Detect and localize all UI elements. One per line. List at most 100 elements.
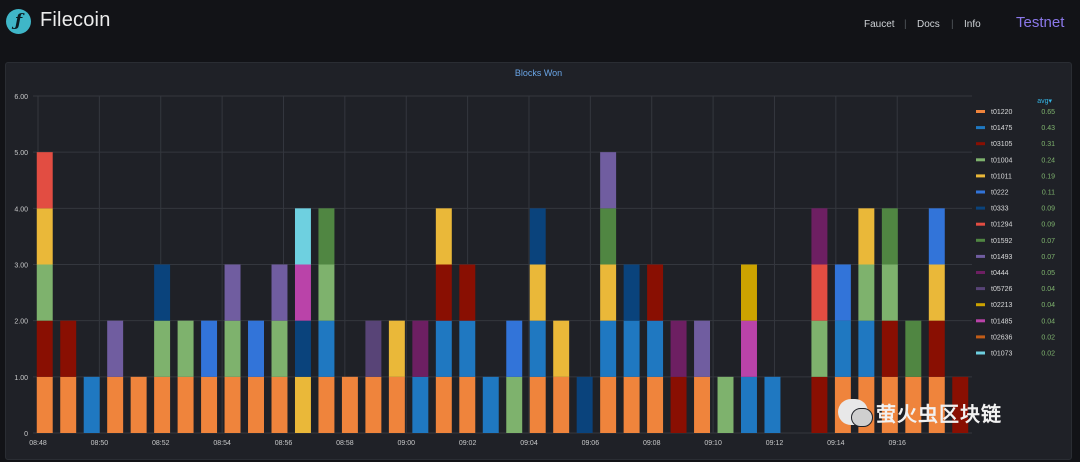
bar-segment xyxy=(952,376,969,433)
bar-segment xyxy=(881,320,898,377)
legend-swatch xyxy=(976,142,985,146)
x-tick-label: 08:52 xyxy=(152,440,170,447)
x-tick-label: 09:16 xyxy=(888,440,906,447)
bar-segment xyxy=(811,320,828,377)
legend-swatch xyxy=(976,206,985,210)
y-tick-label: 3.00 xyxy=(14,263,28,270)
bar-segment xyxy=(905,376,922,433)
bar-segment xyxy=(318,208,335,265)
bar-segment xyxy=(741,376,757,433)
nav-separator: | xyxy=(904,19,907,30)
bar-segment xyxy=(741,264,757,321)
top-navigation-bar: ƒ Filecoin Faucet | Docs | Info Testnet xyxy=(0,0,1080,58)
bar-segment xyxy=(928,320,945,377)
bar-segment xyxy=(60,320,77,377)
bar-segment xyxy=(858,208,875,265)
bar-segment xyxy=(294,376,311,433)
bar-segment xyxy=(600,320,617,377)
x-tick-label: 08:58 xyxy=(336,440,354,447)
bar-segment xyxy=(341,376,358,433)
legend-swatch xyxy=(976,174,985,178)
bar-segment xyxy=(623,376,640,433)
legend-avg-value: 0.07 xyxy=(1041,254,1055,261)
bar-segment xyxy=(459,376,476,433)
network-label[interactable]: Testnet xyxy=(1016,14,1065,31)
nav-link-docs[interactable]: Docs xyxy=(917,19,940,30)
blocks-won-chart: 0 1.00 2.00 3.00 4.00 5.00 6.00 08:48 08:50 08:52… xyxy=(14,94,1055,447)
x-tick-label: 09:12 xyxy=(766,440,784,447)
bar-segment xyxy=(248,376,264,433)
x-tick-label: 08:56 xyxy=(275,440,293,447)
bar-segment xyxy=(435,208,452,265)
legend-series-name: t0333 xyxy=(991,206,1009,213)
legend-avg-value: 0.19 xyxy=(1041,173,1055,180)
legend-series-name: t01294 xyxy=(991,222,1013,229)
bar-segment xyxy=(881,376,898,433)
bar-segment xyxy=(107,320,124,377)
legend-series-name: t0222 xyxy=(991,190,1009,197)
brand-name[interactable]: Filecoin xyxy=(40,9,111,31)
legend-avg-value: 0.09 xyxy=(1041,222,1055,229)
wechat-icon xyxy=(838,399,873,427)
legend-swatch xyxy=(976,319,985,323)
x-tick-label: 09:04 xyxy=(520,440,538,447)
x-tick-label: 09:02 xyxy=(459,440,477,447)
x-tick-label: 08:54 xyxy=(213,440,231,447)
blocks-won-panel: Blocks Won 0 1.00 2.00 3.00 4.00 5.00 6.00 08:4… xyxy=(5,62,1072,460)
bar-segment xyxy=(529,376,546,433)
bar-segment xyxy=(600,152,617,209)
legend-avg-value: 0.24 xyxy=(1041,157,1055,164)
legend-avg-value: 0.07 xyxy=(1041,238,1055,245)
x-tick-label: 09:06 xyxy=(582,440,600,447)
legend-swatch xyxy=(976,222,985,226)
legend-avg-value: 0.65 xyxy=(1041,109,1055,116)
bar-segment xyxy=(741,320,757,377)
y-tick-label: 6.00 xyxy=(14,94,28,101)
nav-link-info[interactable]: Info xyxy=(964,19,981,30)
legend-series-name: t01475 xyxy=(991,125,1013,132)
x-tick-label: 09:00 xyxy=(397,440,415,447)
bar-segment xyxy=(928,208,945,265)
bar-segment xyxy=(858,320,875,377)
nav-link-faucet[interactable]: Faucet xyxy=(864,19,895,30)
bar-segment xyxy=(764,376,781,433)
bar-segment xyxy=(858,264,875,321)
filecoin-logo-icon[interactable]: ƒ xyxy=(6,9,31,34)
bar-segment xyxy=(881,208,898,265)
legend-swatch xyxy=(976,238,985,242)
legend-swatch xyxy=(976,254,985,258)
y-tick-label: 5.00 xyxy=(14,150,28,157)
legend-avg-value: 0.04 xyxy=(1041,286,1055,293)
bar-segment xyxy=(482,376,499,433)
legend-swatch xyxy=(976,335,985,339)
legend-avg-value: 0.02 xyxy=(1041,334,1055,341)
bar-segment xyxy=(881,264,898,321)
bar-segment xyxy=(36,264,53,321)
legend-series-name: t05726 xyxy=(991,286,1013,293)
bar-segment xyxy=(365,376,382,433)
bar-segment xyxy=(811,376,828,433)
bar-segment xyxy=(435,320,452,377)
bar-segment xyxy=(388,320,405,377)
bar-segment xyxy=(834,320,851,377)
legend-series-name: t01073 xyxy=(991,351,1013,358)
bar-segment xyxy=(177,376,194,433)
bar-segment xyxy=(177,320,194,377)
bar-segment xyxy=(600,208,617,265)
legend-series-name: t01493 xyxy=(991,254,1013,261)
y-tick-label: 0 xyxy=(24,431,28,438)
bar-segment xyxy=(36,320,53,377)
legend-swatch xyxy=(976,126,985,130)
legend-avg-value: 0.31 xyxy=(1041,141,1055,148)
bar-segment xyxy=(36,208,53,265)
bar-segment xyxy=(459,320,476,377)
bar-segment xyxy=(201,376,218,433)
bar-segment xyxy=(623,264,640,321)
x-tick-label: 08:50 xyxy=(91,440,109,447)
bar-segment xyxy=(412,320,429,377)
bar-segment xyxy=(529,320,546,377)
legend-series-name: t02636 xyxy=(991,334,1013,341)
bar-segment xyxy=(506,320,523,377)
legend-avg-value: 0.04 xyxy=(1041,318,1055,325)
legend-swatch xyxy=(976,287,985,291)
